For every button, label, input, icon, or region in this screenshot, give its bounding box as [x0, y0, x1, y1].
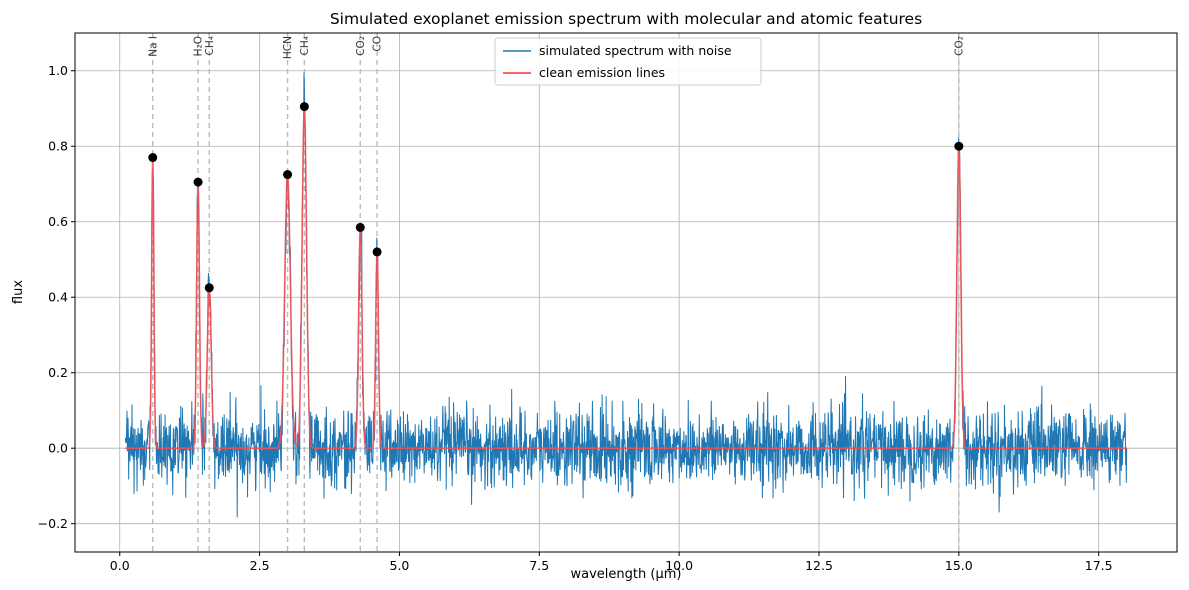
series-line-clean-emission — [125, 105, 1127, 449]
x-tick-label-6: 15.0 — [945, 558, 973, 573]
x-tick-label-0: 0.0 — [110, 558, 130, 573]
peak-marker-7 — [954, 141, 964, 151]
x-tick-label-2: 5.0 — [390, 558, 410, 573]
y-tick-label-3: 0.4 — [48, 290, 68, 305]
y-tick-label-2: 0.2 — [48, 365, 68, 380]
x-tick-label-7: 17.5 — [1085, 558, 1113, 573]
feature-labels: Na I H₂O CH₄ HCN CH₄ CO₂ CO CO₂ — [147, 36, 965, 59]
feature-label-3: HCN — [282, 36, 294, 59]
plot-frame — [74, 32, 1178, 553]
feature-label-1: H₂O — [193, 36, 205, 56]
x-tick-label-4: 10.0 — [665, 558, 693, 573]
x-axis-label: wavelength (µm) — [571, 567, 682, 582]
feature-marker-lines — [152, 33, 960, 552]
y-tick-label-5: 0.8 — [48, 139, 68, 154]
y-axis-label: flux — [11, 280, 26, 304]
feature-label-0: Na I — [147, 36, 159, 57]
x-tick-label-5: 12.5 — [805, 558, 833, 573]
peak-marker-4 — [299, 102, 309, 112]
feature-label-4: CH₄ — [299, 36, 311, 55]
legend: simulated spectrum with noise clean emis… — [494, 37, 762, 86]
y-tick-label-6: 1.0 — [48, 63, 68, 78]
x-tick-label-1: 2.5 — [250, 558, 270, 573]
feature-label-2: CH₄ — [204, 36, 216, 55]
y-tick-label-1: 0.0 — [48, 441, 68, 456]
y-tick-label-0: −0.2 — [38, 516, 68, 531]
y-axis-ticks: −0.2 0.0 0.2 0.4 0.6 0.8 1.0 — [38, 63, 75, 531]
legend-label-simulated: simulated spectrum with noise — [539, 43, 732, 58]
feature-label-7: CO₂ — [953, 36, 965, 56]
plot-area — [124, 72, 1128, 518]
feature-label-6: CO — [372, 36, 384, 52]
peak-marker-3 — [283, 170, 293, 180]
legend-label-clean: clean emission lines — [539, 65, 665, 80]
chart-title: Simulated exoplanet emission spectrum wi… — [330, 10, 922, 28]
peak-marker-5 — [355, 222, 365, 232]
x-axis-ticks: 0.0 2.5 5.0 7.5 10.0 12.5 15.0 17.5 — [110, 552, 1113, 573]
legend-box — [494, 37, 762, 86]
peak-marker-0 — [148, 153, 158, 163]
peak-marker-6 — [372, 247, 382, 257]
peak-marker-1 — [193, 177, 203, 187]
y-tick-label-4: 0.6 — [48, 214, 68, 229]
feature-label-5: CO₂ — [355, 36, 367, 56]
peak-marker-2 — [204, 283, 214, 293]
peak-markers — [148, 102, 964, 293]
x-tick-label-3: 7.5 — [529, 558, 549, 573]
